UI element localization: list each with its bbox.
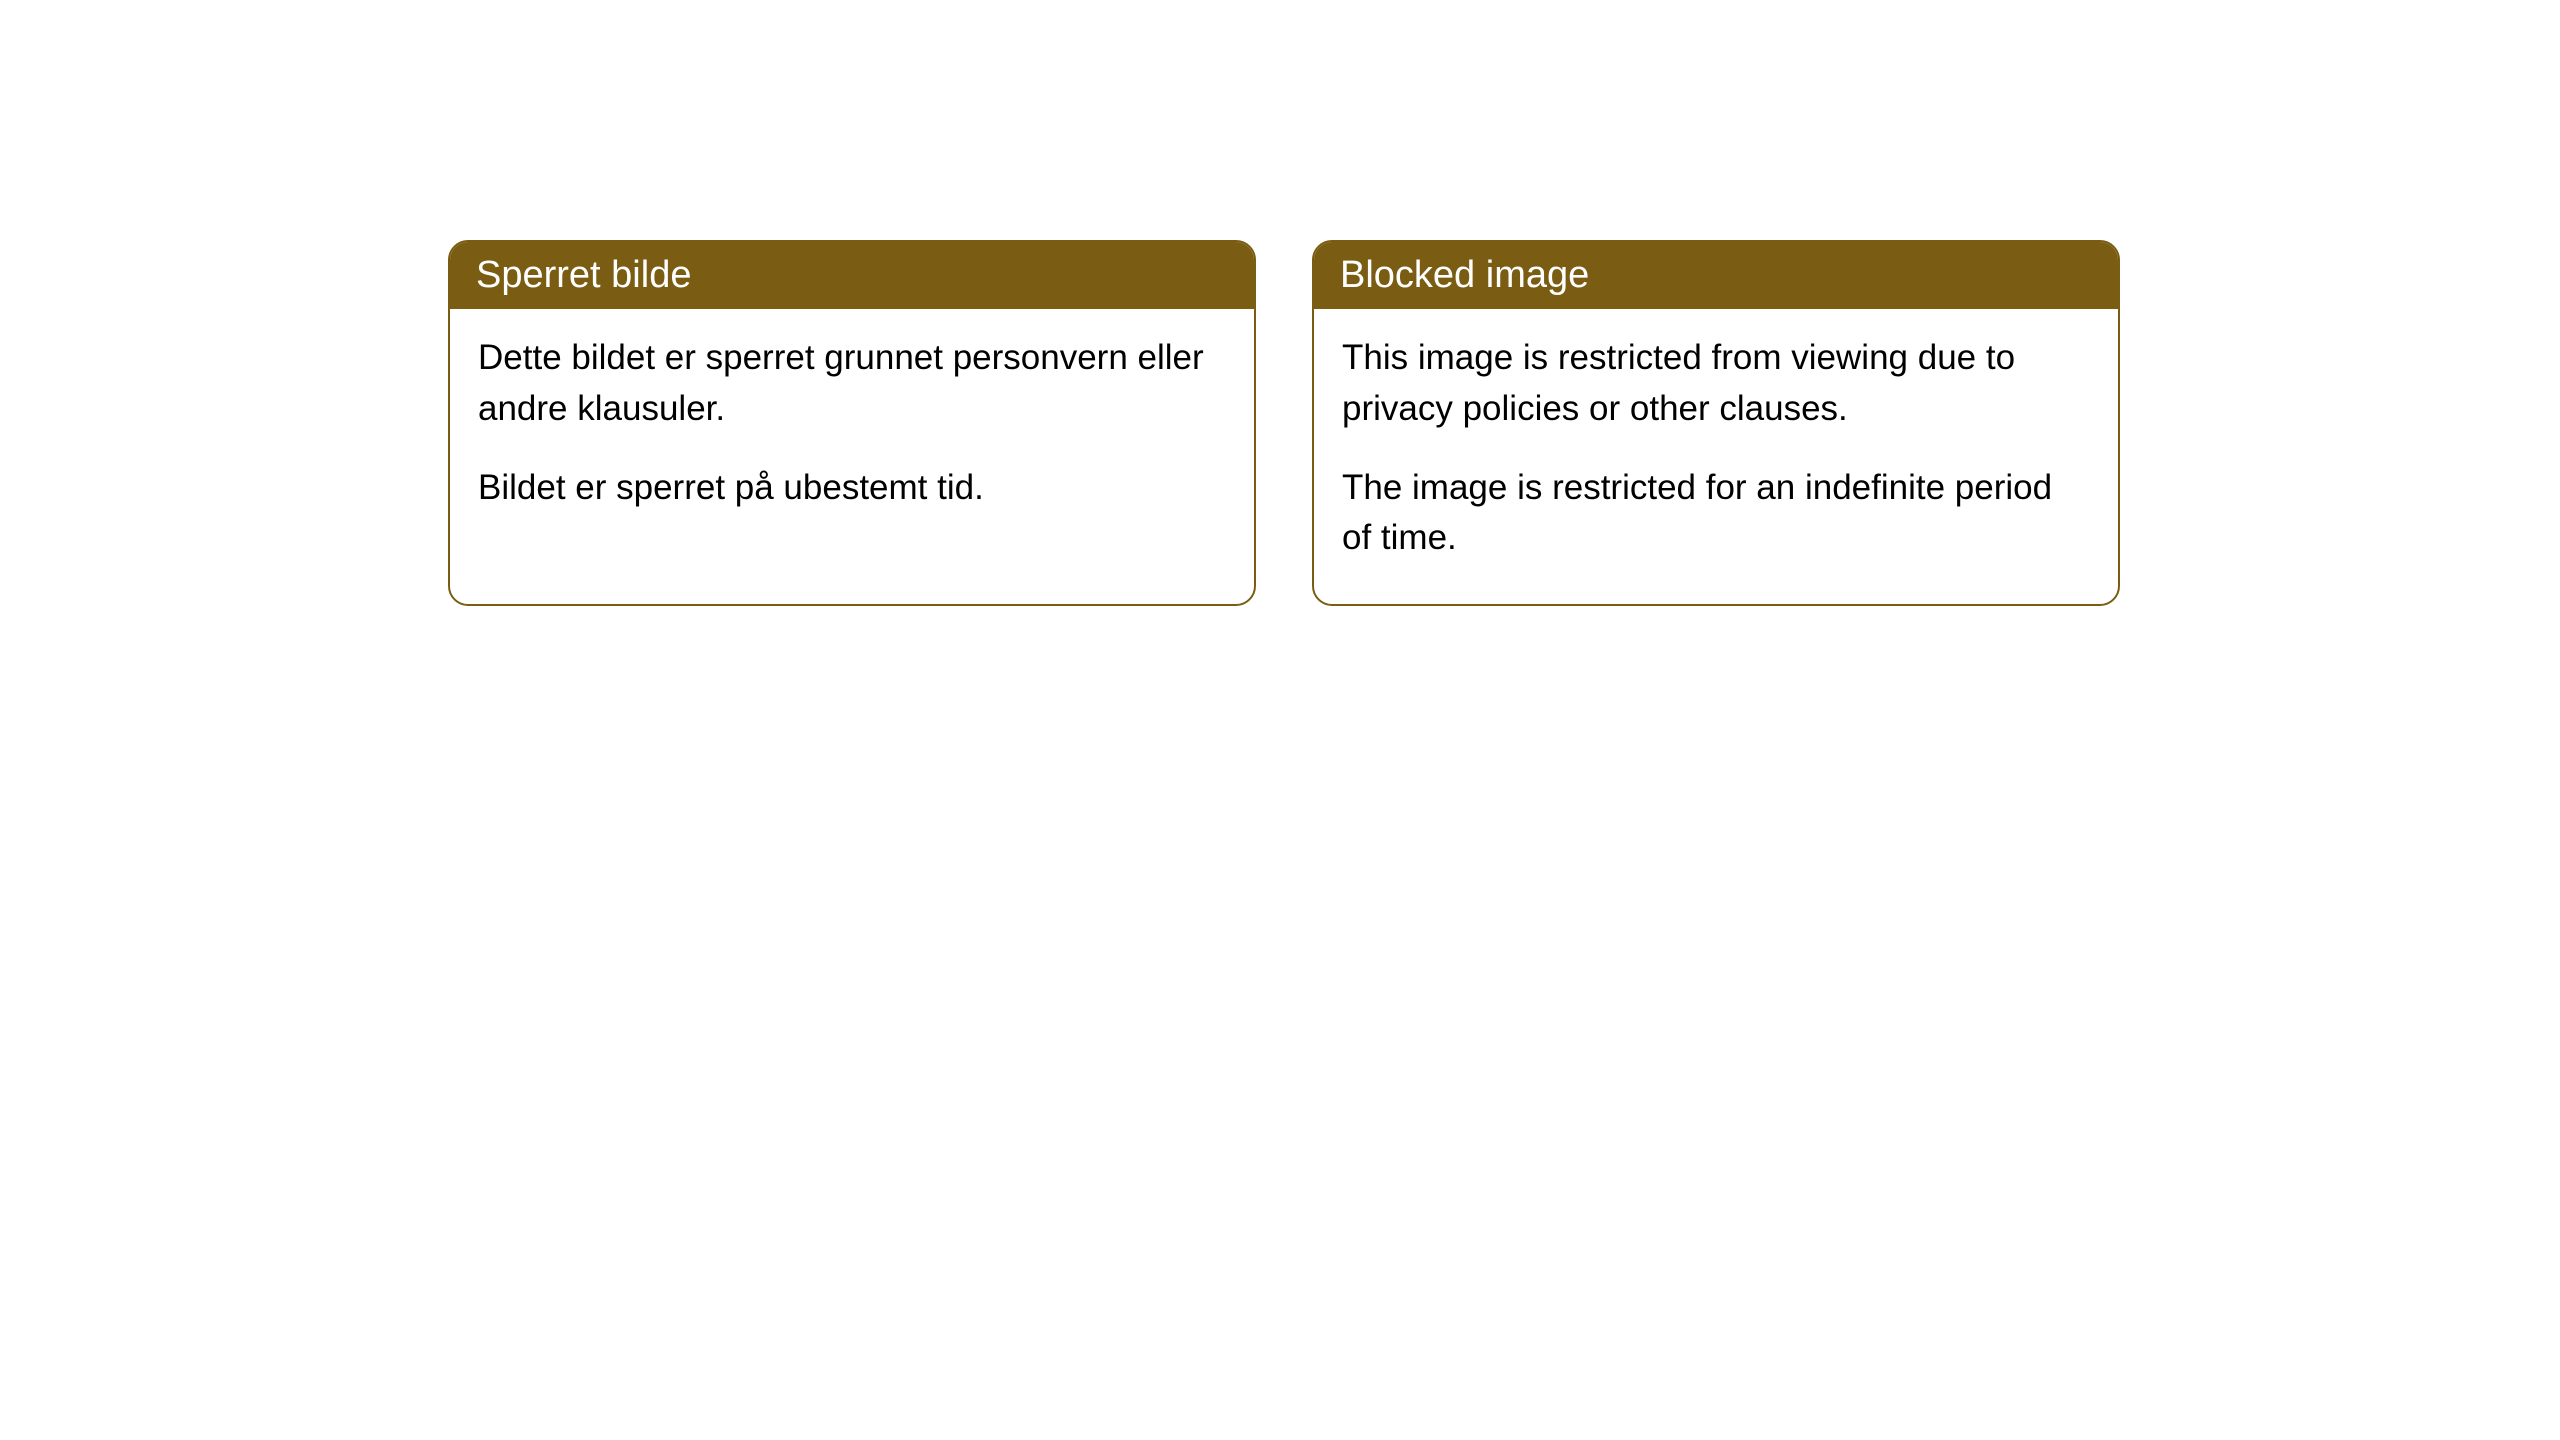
card-paragraph: Bildet er sperret på ubestemt tid.	[478, 463, 1226, 514]
card-paragraph: Dette bildet er sperret grunnet personve…	[478, 333, 1226, 435]
card-body-norwegian: Dette bildet er sperret grunnet personve…	[450, 309, 1254, 553]
notification-card-english: Blocked image This image is restricted f…	[1312, 240, 2120, 606]
notification-card-norwegian: Sperret bilde Dette bildet er sperret gr…	[448, 240, 1256, 606]
notification-cards-container: Sperret bilde Dette bildet er sperret gr…	[448, 240, 2120, 606]
card-paragraph: This image is restricted from viewing du…	[1342, 333, 2090, 435]
card-header-english: Blocked image	[1314, 242, 2118, 309]
card-body-english: This image is restricted from viewing du…	[1314, 309, 2118, 604]
card-header-norwegian: Sperret bilde	[450, 242, 1254, 309]
card-paragraph: The image is restricted for an indefinit…	[1342, 463, 2090, 565]
